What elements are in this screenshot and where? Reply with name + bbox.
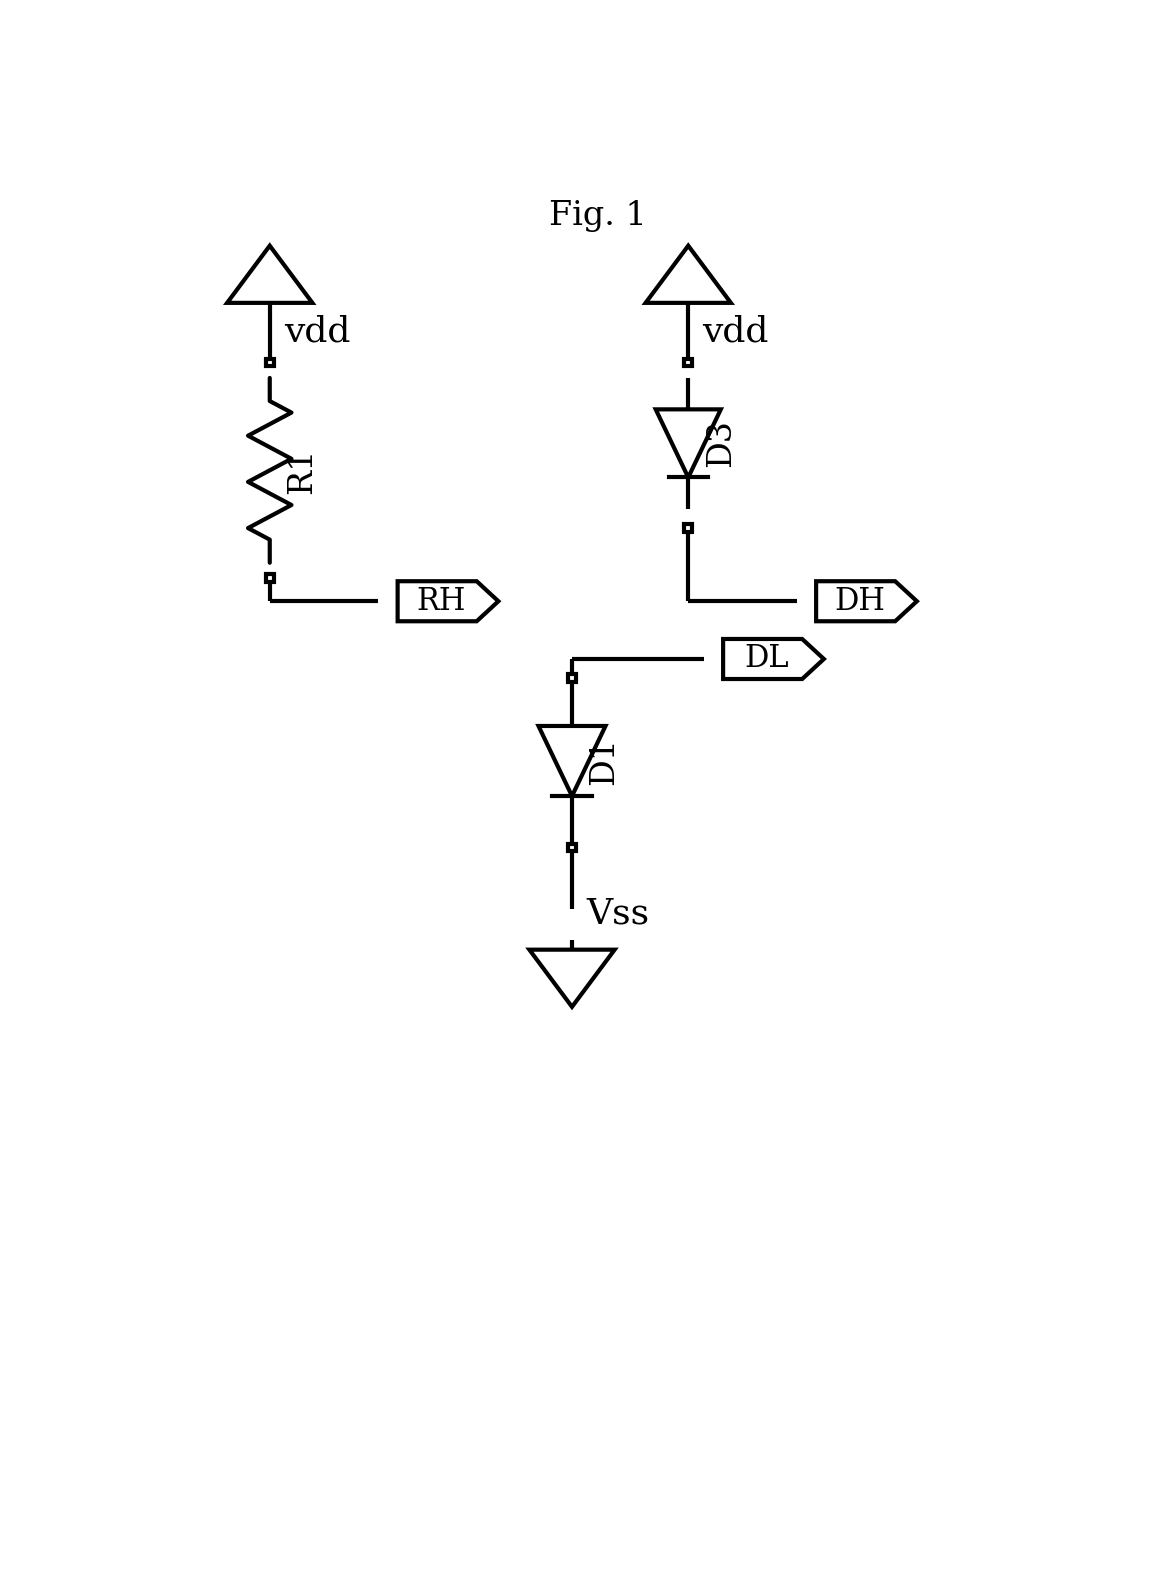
- Text: Fig. 1: Fig. 1: [549, 200, 646, 233]
- Bar: [684, 525, 693, 533]
- Bar: [684, 358, 693, 366]
- Text: vdd: vdd: [702, 314, 768, 349]
- Bar: [568, 674, 576, 682]
- Text: D1: D1: [589, 737, 620, 786]
- Text: vdd: vdd: [283, 314, 350, 349]
- Bar: [266, 358, 274, 366]
- Text: R1: R1: [287, 448, 318, 493]
- Bar: [568, 844, 576, 851]
- Text: DH: DH: [834, 586, 885, 617]
- Bar: [266, 575, 274, 581]
- Text: RH: RH: [416, 586, 465, 617]
- Text: D3: D3: [704, 419, 737, 468]
- Text: Vss: Vss: [586, 895, 649, 930]
- Text: DL: DL: [744, 644, 788, 674]
